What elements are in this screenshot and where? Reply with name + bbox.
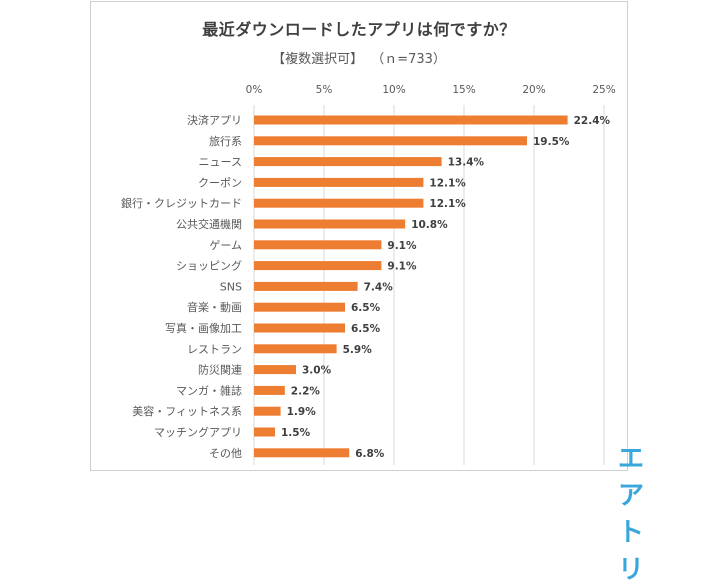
- data-label: 9.1%: [387, 240, 417, 252]
- data-label: 6.8%: [355, 448, 385, 460]
- bar: [254, 261, 382, 271]
- x-tick-label: 25%: [592, 84, 615, 96]
- x-tick-label: 0%: [246, 84, 263, 96]
- sample-size: （ｎ=733）: [371, 52, 446, 67]
- x-tick-label: 20%: [522, 84, 545, 96]
- category-label: 公共交通機関: [176, 217, 242, 231]
- bar: [254, 427, 275, 437]
- data-label: 1.9%: [287, 406, 317, 418]
- data-label: 13.4%: [448, 157, 485, 169]
- data-label: 19.5%: [533, 136, 570, 148]
- data-label: 10.8%: [411, 219, 448, 231]
- data-label: 12.1%: [429, 198, 466, 210]
- category-label: ニュース: [199, 156, 242, 169]
- bar: [254, 406, 281, 416]
- data-label: 9.1%: [387, 261, 417, 273]
- data-label: 12.1%: [429, 177, 466, 189]
- category-label: レストラン: [187, 343, 242, 356]
- data-label: 22.4%: [574, 115, 611, 127]
- category-label: ショッピング: [176, 259, 242, 273]
- x-tick-label: 15%: [452, 84, 475, 96]
- x-tick-label: 5%: [316, 84, 333, 96]
- multiple-choice-note: 【複数選択可】: [272, 52, 364, 67]
- bar: [254, 365, 296, 375]
- bar: [254, 198, 424, 208]
- bar: [254, 323, 345, 333]
- data-label: 6.5%: [351, 302, 381, 314]
- x-tick-label: 10%: [382, 84, 405, 96]
- category-label: 美容・フィットネス系: [132, 404, 242, 418]
- bar: [254, 157, 442, 167]
- bar: [254, 219, 406, 229]
- bar: [254, 281, 358, 291]
- bar: [254, 344, 337, 354]
- data-label: 6.5%: [351, 323, 381, 335]
- category-label: SNS: [220, 280, 242, 293]
- chart-subtitle: 【複数選択可】 （ｎ=733）: [91, 48, 627, 67]
- brand-logo: エアトリ: [618, 444, 645, 585]
- category-label: マッチングアプリ: [154, 425, 242, 439]
- chart-title: 最近ダウンロードしたアプリは何ですか？: [202, 20, 516, 39]
- bar: [254, 448, 350, 458]
- bar: [254, 302, 345, 312]
- category-label: その他: [209, 447, 242, 460]
- bar: [254, 177, 424, 187]
- category-label: ゲーム: [209, 239, 242, 252]
- data-label: 1.5%: [281, 427, 311, 439]
- bar: [254, 115, 568, 125]
- chart-card: 最近ダウンロードしたアプリは何ですか？ 【複数選択可】 （ｎ=733） 0% 5%…: [90, 1, 644, 585]
- data-label: 2.2%: [291, 385, 321, 397]
- category-label: 旅行系: [209, 134, 242, 148]
- bar: [254, 240, 382, 250]
- bar: [254, 385, 285, 395]
- data-label: 5.9%: [343, 344, 373, 356]
- data-label: 3.0%: [302, 365, 332, 377]
- data-label: 7.4%: [364, 281, 394, 293]
- bar: [254, 136, 527, 146]
- category-label: 防災関連: [198, 363, 242, 377]
- category-label: マンガ・雑誌: [176, 383, 242, 397]
- category-label: 決済アプリ: [187, 113, 242, 127]
- category-label: クーポン: [198, 176, 242, 189]
- bar-chart: 0% 5% 10% 15% 20% 25% 決済アプリ 22.4% 旅行系 19.5% ニュース 13…: [121, 84, 616, 465]
- category-label: 写真・画像加工: [165, 321, 242, 335]
- category-label: 音楽・動画: [187, 300, 242, 314]
- category-label: 銀行・クレジットカード: [121, 196, 242, 210]
